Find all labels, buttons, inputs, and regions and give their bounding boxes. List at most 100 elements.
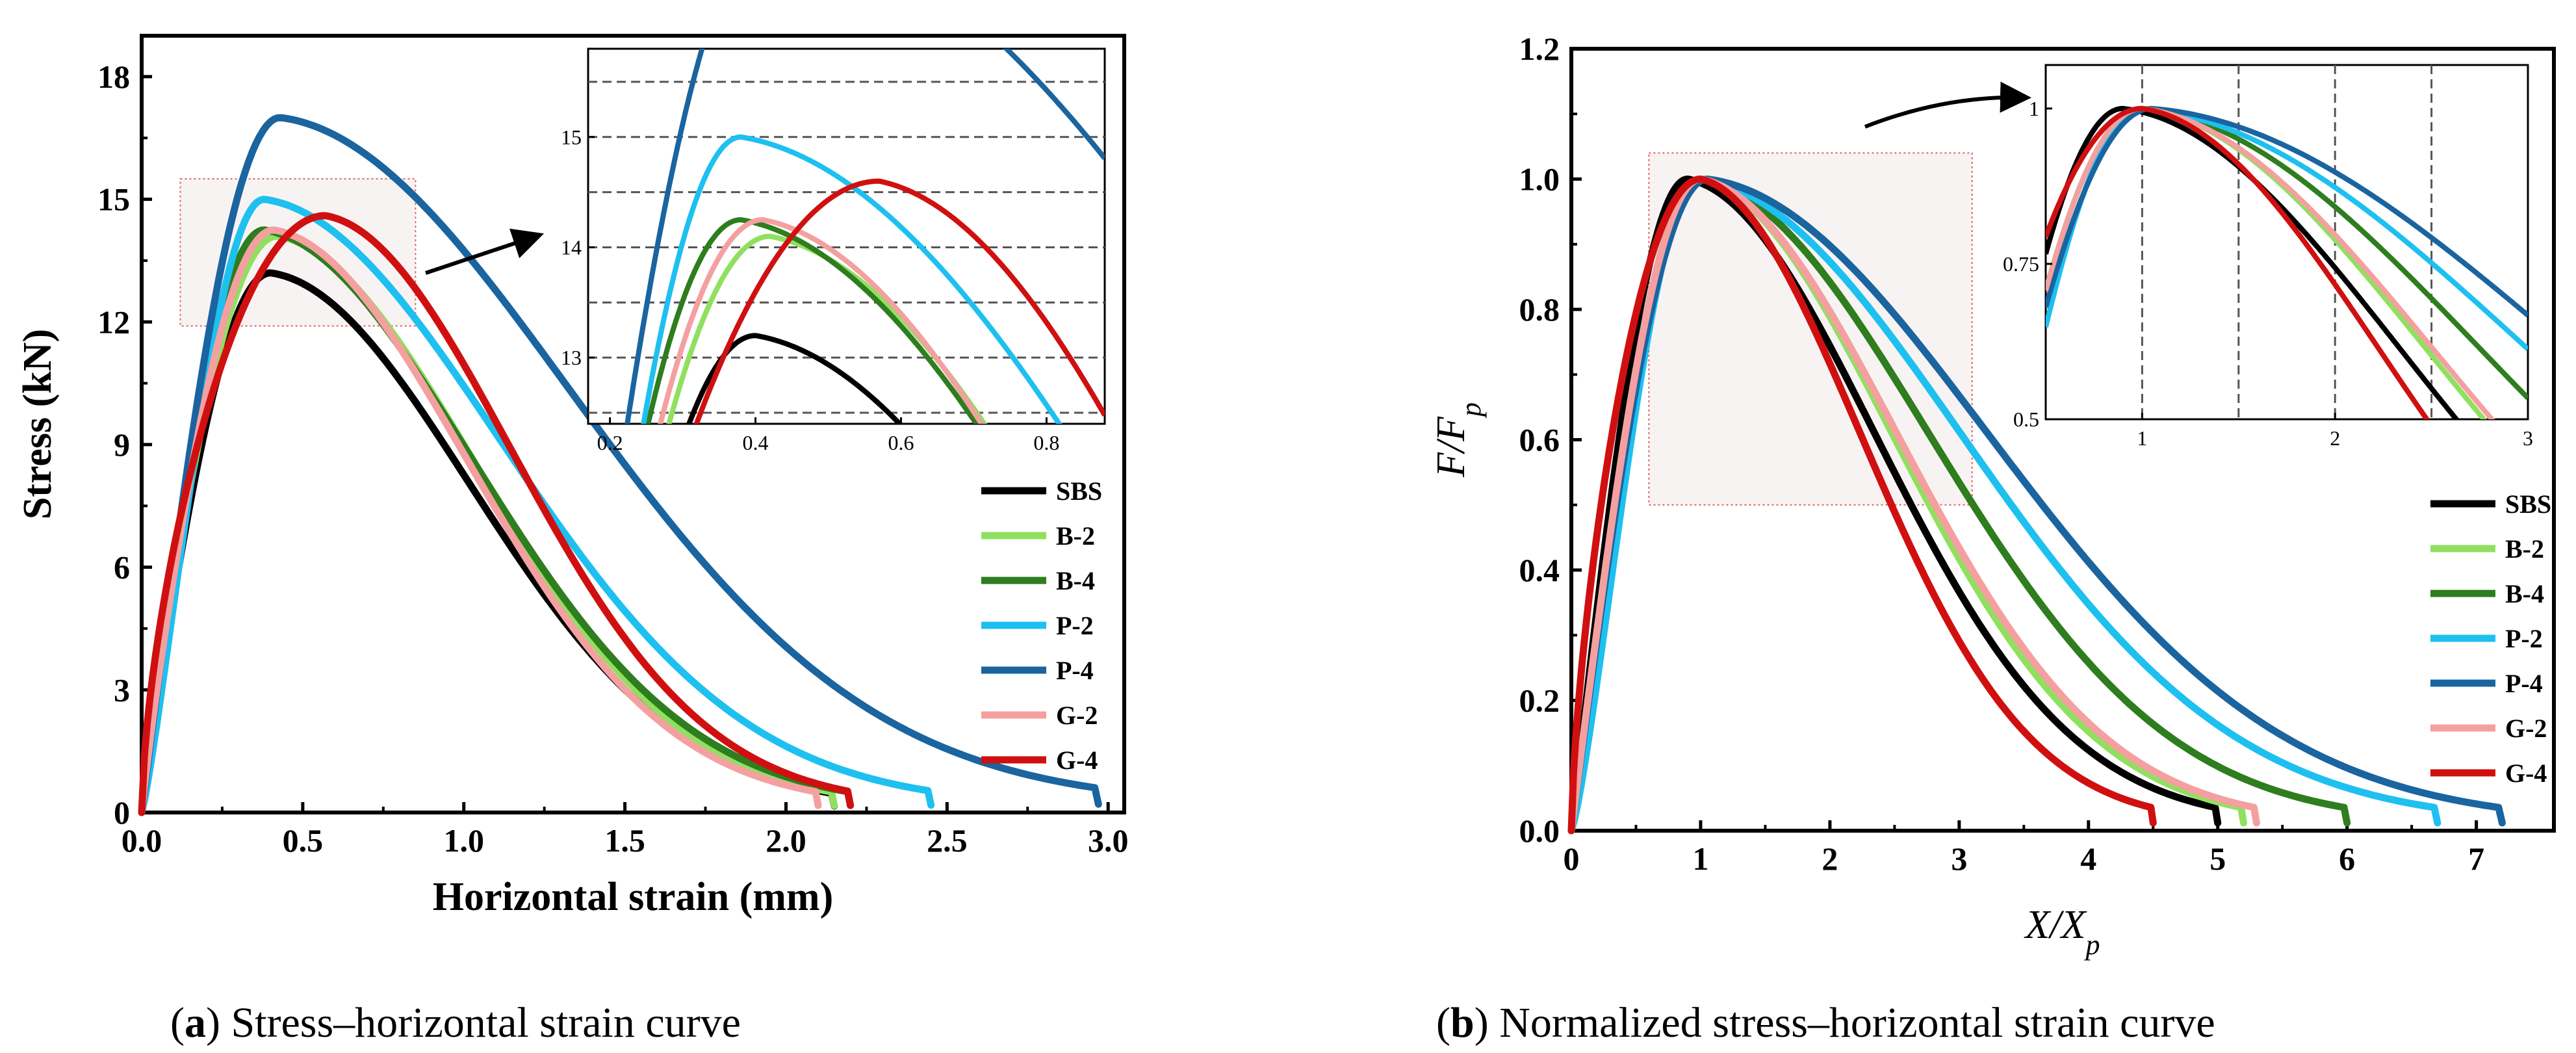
x-tick-label: 6 xyxy=(2339,840,2355,877)
inset: 1 2 3 0.5 0.75 1 xyxy=(2003,64,2533,450)
series-line-P-4 xyxy=(138,114,1102,816)
legend-label: B-4 xyxy=(1056,566,1095,595)
inset-y-tick-label: 1 xyxy=(2029,97,2039,120)
series-line-G-2 xyxy=(138,226,822,816)
legend: SBS B-2 B-4 P-2 P-4 G-2 G-4 xyxy=(981,476,1102,775)
legend-item: G-2 xyxy=(2430,714,2547,743)
inset-series xyxy=(625,49,1105,424)
legend-label: B-2 xyxy=(2505,534,2544,564)
y-tick-label: 6 xyxy=(114,549,130,586)
y-tick-label: 0.6 xyxy=(1519,422,1560,458)
series-line-G-4 xyxy=(1567,176,2157,835)
inset-series-line-G-4 xyxy=(2046,105,2430,419)
x-tick-label: 0.5 xyxy=(283,822,324,859)
y-ticks: 0.0 0.2 0.4 0.6 0.8 1.0 1.2 xyxy=(1519,31,1582,849)
series-line-G-4 xyxy=(138,212,855,816)
legend-label: P-4 xyxy=(2505,669,2543,698)
series-lines xyxy=(1567,176,2506,835)
y-tick-label: 1.0 xyxy=(1519,161,1560,198)
inset-series-line-P-4 xyxy=(625,49,1105,424)
legend-item: B-2 xyxy=(981,521,1095,551)
legend-item: P-4 xyxy=(981,656,1094,685)
y-tick-label: 18 xyxy=(97,58,130,95)
legend-item: G-4 xyxy=(981,746,1098,775)
legend-item: P-2 xyxy=(981,611,1094,640)
y-axis-label: Stress (kN) xyxy=(16,329,60,519)
x-tick-label: 4 xyxy=(2080,840,2096,877)
panel-b: 0 1 2 3 4 5 6 7 0.0 0.2 0.4 0.6 0.8 1.0 1.2 X/Xp F/Fp SBS… xyxy=(1429,31,2556,961)
inset-series-line-P-4 xyxy=(2046,105,2528,318)
inset-y-tick-label: 13 xyxy=(561,346,582,369)
legend-item: SBS xyxy=(2430,489,2551,519)
legend-item: P-4 xyxy=(2430,669,2543,698)
legend-label: P-2 xyxy=(1056,611,1094,640)
x-axis-label: X/Xp xyxy=(2024,903,2100,961)
zoom-arrow xyxy=(425,228,545,275)
series-line-SBS xyxy=(1567,176,2222,835)
inset-x-tick-label: 0.6 xyxy=(888,431,914,454)
y-tick-label: 15 xyxy=(97,181,130,218)
legend-label: G-2 xyxy=(2505,714,2547,743)
inset-x-tick-label: 2 xyxy=(2330,426,2340,450)
legend-label: SBS xyxy=(2505,489,2551,519)
y-axis-label: F/Fp xyxy=(1429,402,1487,478)
x-tick-label: 2.0 xyxy=(766,822,806,859)
legend-item: B-2 xyxy=(2430,534,2544,564)
y-tick-label: 9 xyxy=(114,426,130,463)
x-ticks: 0 1 2 3 4 5 6 7 xyxy=(1564,820,2484,877)
zoom-arrow xyxy=(1864,81,2031,129)
inset-x-tick-label: 0.4 xyxy=(743,431,769,454)
inset-series-line-G-4 xyxy=(693,178,1105,424)
inset-series-line-SBS xyxy=(2046,105,2460,419)
x-tick-label: 7 xyxy=(2468,840,2484,877)
legend-label: B-4 xyxy=(2505,579,2544,608)
legend-item: P-2 xyxy=(2430,624,2543,653)
legend-item: SBS xyxy=(981,476,1102,506)
x-tick-label: 1 xyxy=(1692,840,1708,877)
inset-series-line-G-2 xyxy=(658,217,985,424)
inset-series-line-SBS xyxy=(686,333,904,424)
x-tick-label: 0 xyxy=(1564,840,1580,877)
inset-frame xyxy=(587,47,1106,425)
inset-x-tick-label: 3 xyxy=(2523,426,2533,450)
plot-frame xyxy=(140,34,1126,814)
y-tick-label: 3 xyxy=(114,671,130,708)
inset-y-tick-label: 15 xyxy=(561,125,582,149)
legend-label: B-2 xyxy=(1056,521,1095,551)
inset-y-tick-label: 14 xyxy=(561,235,582,259)
y-ticks: 0 3 6 9 12 15 18 xyxy=(97,58,152,831)
inset-x-tick-label: 0.8 xyxy=(1033,431,1059,454)
x-tick-label: 1.0 xyxy=(443,822,484,859)
x-tick-label: 1.5 xyxy=(604,822,645,859)
y-tick-label: 12 xyxy=(97,304,130,340)
inset-y-tick-label: 0.5 xyxy=(2013,408,2039,431)
legend-label: P-4 xyxy=(1056,656,1094,685)
caption-b: (b) Normalized stress–horizontal strain … xyxy=(1436,999,2215,1046)
inset-y-tick-label: 0.75 xyxy=(2003,252,2039,276)
inset-series xyxy=(2046,105,2528,419)
panel-a: 0.0 0.5 1.0 1.5 2.0 2.5 3.0 0 3 6 9 12 15 18 Horizonta… xyxy=(16,34,1128,919)
legend-label: P-2 xyxy=(2505,624,2543,653)
x-axis-label: Horizontal strain (mm) xyxy=(433,875,833,919)
legend-label: G-4 xyxy=(2505,759,2547,788)
y-tick-label: 0.4 xyxy=(1519,552,1560,588)
legend-item: B-4 xyxy=(2430,579,2544,608)
x-tick-label: 3 xyxy=(1951,840,1967,877)
legend-label: SBS xyxy=(1056,476,1102,506)
caption-a: (a) Stress–horizontal strain curve xyxy=(170,999,741,1046)
inset-series-line-B-4 xyxy=(645,217,980,424)
legend: SBS B-2 B-4 P-2 P-4 G-2 G-4 xyxy=(2430,489,2551,788)
series-lines xyxy=(138,114,1102,816)
x-ticks: 0.0 0.5 1.0 1.5 2.0 2.5 3.0 xyxy=(122,802,1128,859)
legend-label: G-4 xyxy=(1056,746,1098,775)
legend-item: B-4 xyxy=(981,566,1095,595)
x-tick-label: 2 xyxy=(1822,840,1838,877)
x-tick-label: 2.5 xyxy=(927,822,968,859)
series-line-B-4 xyxy=(138,226,855,816)
inset-series-line-P-2 xyxy=(641,134,1063,424)
x-tick-label: 0.0 xyxy=(122,822,162,859)
y-tick-label: 0 xyxy=(114,794,130,831)
legend-item: G-4 xyxy=(2430,759,2547,788)
series-line-P-4 xyxy=(1567,176,2506,835)
inset-x-tick-label: 0.2 xyxy=(597,431,623,454)
